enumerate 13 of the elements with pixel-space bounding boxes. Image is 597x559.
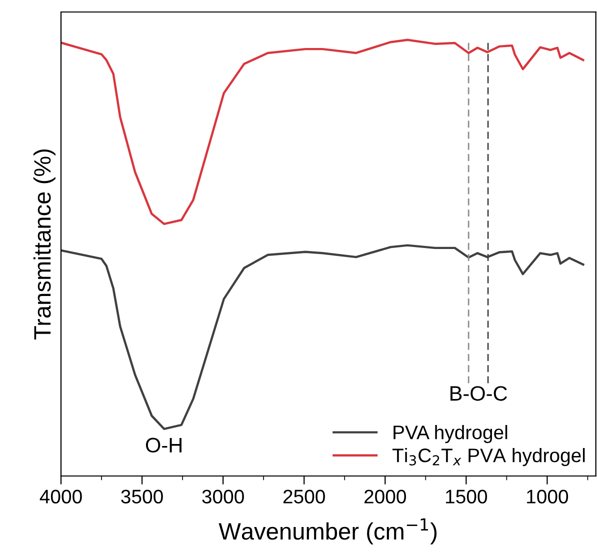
x-tick-label: 4000 (40, 490, 82, 504)
x-tick-label: 3000 (202, 490, 244, 504)
x-tick-label: 2500 (283, 490, 325, 504)
x-tick-label: 3500 (121, 490, 163, 504)
annotation: O-H (146, 438, 182, 453)
y-axis-title: Transmittance (%) (33, 149, 56, 340)
x-tick-label: 1000 (527, 490, 568, 504)
annotation: B-O-C (450, 386, 508, 401)
x-tick-label: 1500 (446, 490, 488, 504)
x-tick-label: 2000 (364, 490, 406, 504)
x-axis-title: Wavenumber (cm$^{−1}$) (218, 518, 437, 544)
legend-label: Ti$_{3}$C$_{2}$T$_{x}$ PVA hydrogel (392, 448, 585, 466)
legend-label: PVA hydrogel (394, 425, 508, 444)
